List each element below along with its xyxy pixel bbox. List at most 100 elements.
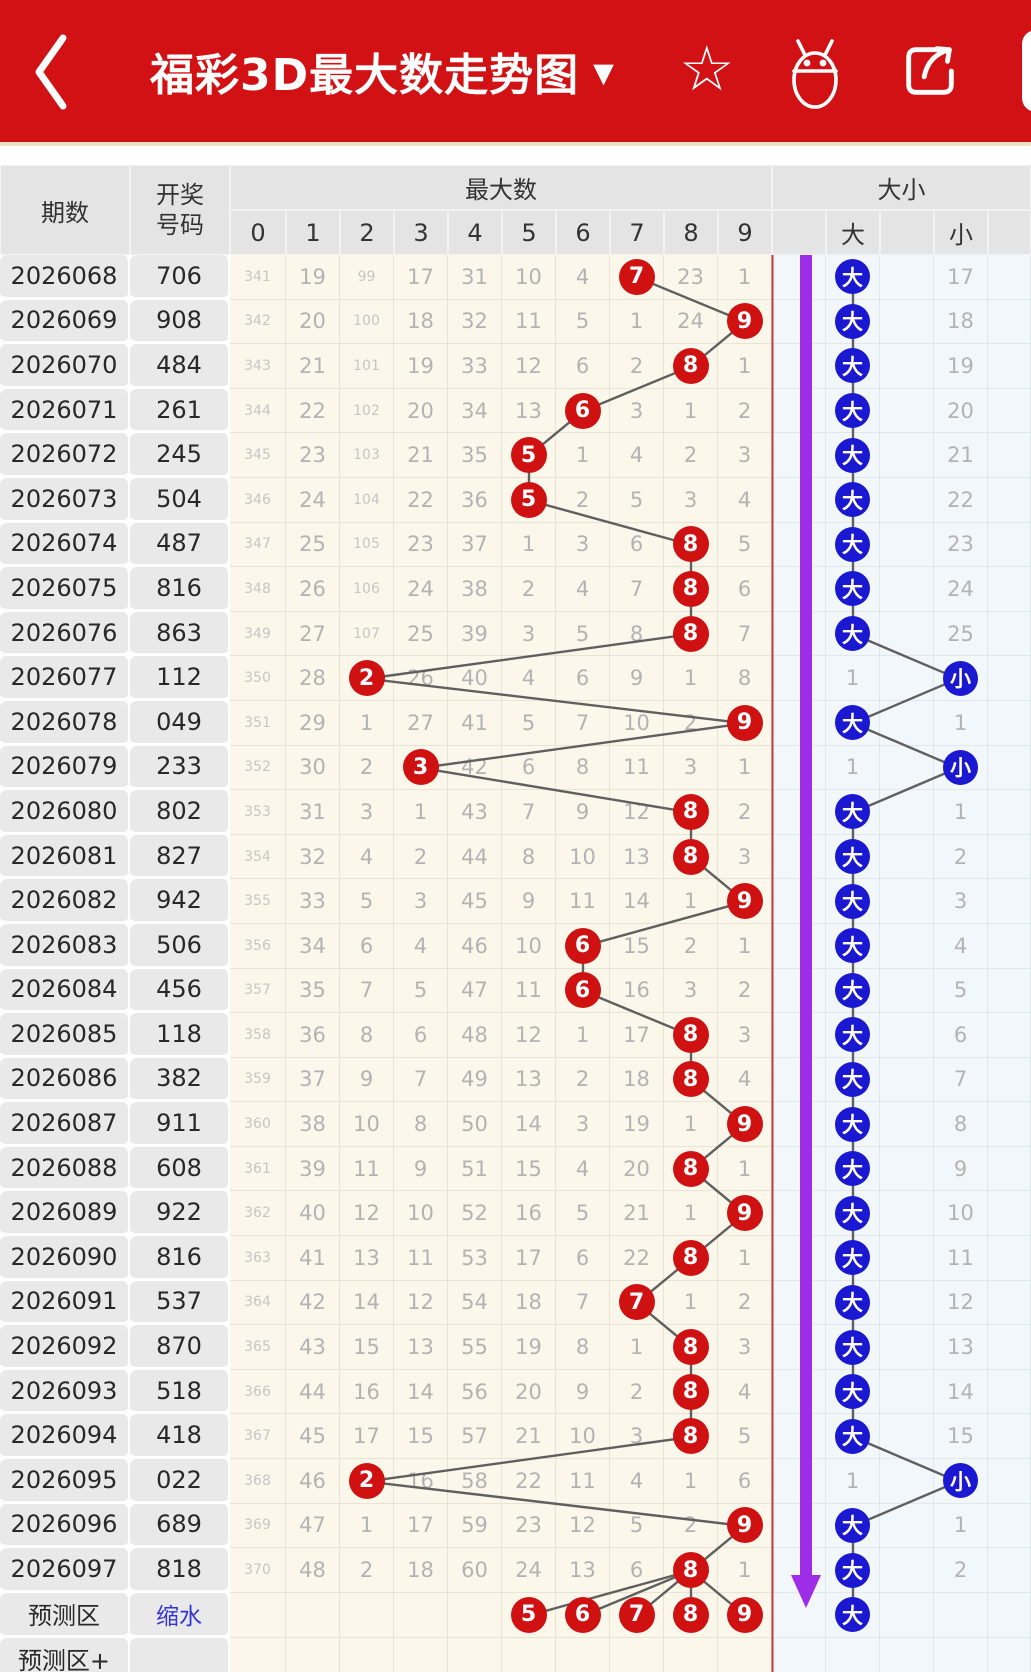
miss-cell-digit-4: 40	[448, 656, 502, 701]
prediction-digit-cell-6: 6	[556, 1592, 610, 1638]
miss-cell-digit-3: 9	[394, 1146, 448, 1192]
empty-cell	[880, 1637, 934, 1672]
title-dropdown[interactable]: 福彩3D最大数走势图 ▼	[150, 0, 614, 142]
miss-cell-digit-7: 17	[610, 1013, 664, 1058]
small-cell: 9	[934, 1146, 988, 1192]
size-gap-cell	[988, 1013, 1031, 1058]
partial-right-button[interactable]	[1022, 30, 1031, 112]
small-cell: 2	[934, 1548, 988, 1593]
miss-cell-digit-1: 47	[286, 1503, 340, 1549]
miss-cell-digit-3: 17	[394, 255, 448, 300]
size-gap-cell	[880, 255, 934, 300]
max-digit-circle: 8	[672, 1016, 709, 1053]
size-gap-cell	[772, 255, 826, 300]
period-cell: 2026080	[0, 790, 130, 835]
period-cell: 2026095	[0, 1459, 130, 1504]
empty-cell	[230, 1637, 286, 1672]
big-cell: 大	[826, 477, 880, 523]
period-cell: 2026070	[0, 344, 130, 389]
miss-cell-digit-2: 2	[340, 1459, 394, 1504]
max-digit-circle: 7	[618, 258, 655, 295]
back-chevron-icon[interactable]	[30, 32, 74, 112]
size-gap-cell	[772, 1503, 826, 1549]
miss-cell-digit-0: 343	[230, 344, 286, 389]
big-cell: 1	[826, 1459, 880, 1504]
draw-number-cell: 816	[130, 1236, 230, 1281]
max-digit-circle: 8	[672, 1329, 709, 1366]
max-digit-circle: 7	[618, 1284, 655, 1321]
size-gap-cell	[988, 1592, 1031, 1638]
miss-cell-digit-4: 39	[448, 611, 502, 657]
col-header-digit-2: 2	[340, 210, 394, 255]
size-gap-cell	[880, 1146, 934, 1192]
prediction-big-cell: 大	[826, 1592, 880, 1638]
draw-number-cell: 487	[130, 522, 230, 568]
miss-cell-digit-9: 1	[718, 255, 772, 300]
miss-cell-digit-3: 10	[394, 1191, 448, 1237]
size-gap-cell	[880, 388, 934, 434]
miss-cell-digit-4: 54	[448, 1280, 502, 1326]
col-header-digit-1: 1	[286, 210, 340, 255]
size-gap-cell	[880, 923, 934, 969]
prediction-digit-circle: 7	[618, 1596, 655, 1633]
miss-cell-digit-3: 11	[394, 1236, 448, 1281]
miss-cell-digit-0: 363	[230, 1236, 286, 1281]
period-cell: 2026096	[0, 1503, 130, 1549]
col-header-big: 大	[826, 210, 880, 255]
miss-cell-digit-6: 8	[556, 1325, 610, 1370]
prediction-digit-cell-2	[340, 1592, 394, 1638]
miss-cell-digit-8: 2	[664, 700, 718, 746]
small-cell: 19	[934, 344, 988, 389]
draw-number-cell: 418	[130, 1414, 230, 1460]
miss-cell-digit-8: 3	[664, 477, 718, 523]
size-gap-cell	[880, 1236, 934, 1281]
small-cell: 2	[934, 834, 988, 880]
miss-cell-digit-5: 15	[502, 1146, 556, 1192]
miss-cell-digit-8: 2	[664, 923, 718, 969]
miss-cell-digit-8: 8	[664, 834, 718, 880]
big-circle: 大	[835, 1374, 870, 1410]
col-header-digit-5: 5	[502, 210, 556, 255]
big-cell: 1	[826, 745, 880, 791]
miss-cell-digit-2: 105	[340, 522, 394, 568]
miss-cell-digit-6: 7	[556, 1280, 610, 1326]
size-gap-cell	[880, 879, 934, 924]
share-icon[interactable]	[899, 40, 961, 102]
period-cell: 2026097	[0, 1548, 130, 1593]
miss-cell-digit-9: 4	[718, 1369, 772, 1415]
miss-cell-digit-9: 9	[718, 299, 772, 345]
big-cell: 大	[826, 1057, 880, 1103]
miss-cell-digit-9: 5	[718, 1414, 772, 1460]
draw-number-cell: 518	[130, 1369, 230, 1415]
size-gap-cell	[988, 611, 1031, 657]
small-cell: 14	[934, 1369, 988, 1415]
favorite-star-icon[interactable]: ☆	[679, 32, 735, 105]
max-digit-circle: 9	[726, 1507, 763, 1544]
empty-cell	[826, 1637, 880, 1672]
miss-cell-digit-0: 348	[230, 567, 286, 612]
period-cell: 2026076	[0, 611, 130, 657]
big-circle: 大	[835, 1418, 870, 1454]
miss-cell-digit-4: 58	[448, 1459, 502, 1504]
miss-cell-digit-8: 8	[664, 344, 718, 389]
miss-cell-digit-7: 11	[610, 745, 664, 791]
miss-cell-digit-2: 10	[340, 1102, 394, 1147]
miss-cell-digit-4: 51	[448, 1146, 502, 1192]
size-gap-cell	[988, 388, 1031, 434]
big-cell: 大	[826, 344, 880, 389]
android-icon[interactable]	[783, 28, 847, 116]
miss-cell-digit-5: 12	[502, 1013, 556, 1058]
period-cell: 2026078	[0, 700, 130, 746]
miss-cell-digit-9: 1	[718, 1236, 772, 1281]
miss-cell-digit-1: 28	[286, 656, 340, 701]
small-cell: 23	[934, 522, 988, 568]
prediction-label-cell: 预测区	[0, 1592, 130, 1638]
miss-cell-digit-8: 1	[664, 879, 718, 924]
miss-cell-digit-4: 35	[448, 433, 502, 478]
shrink-link[interactable]: 缩水	[156, 1603, 202, 1630]
miss-cell-digit-7: 1	[610, 1325, 664, 1370]
big-cell: 大	[826, 388, 880, 434]
miss-cell-digit-4: 41	[448, 700, 502, 746]
max-digit-circle: 6	[564, 927, 601, 964]
miss-cell-digit-5: 2	[502, 567, 556, 612]
